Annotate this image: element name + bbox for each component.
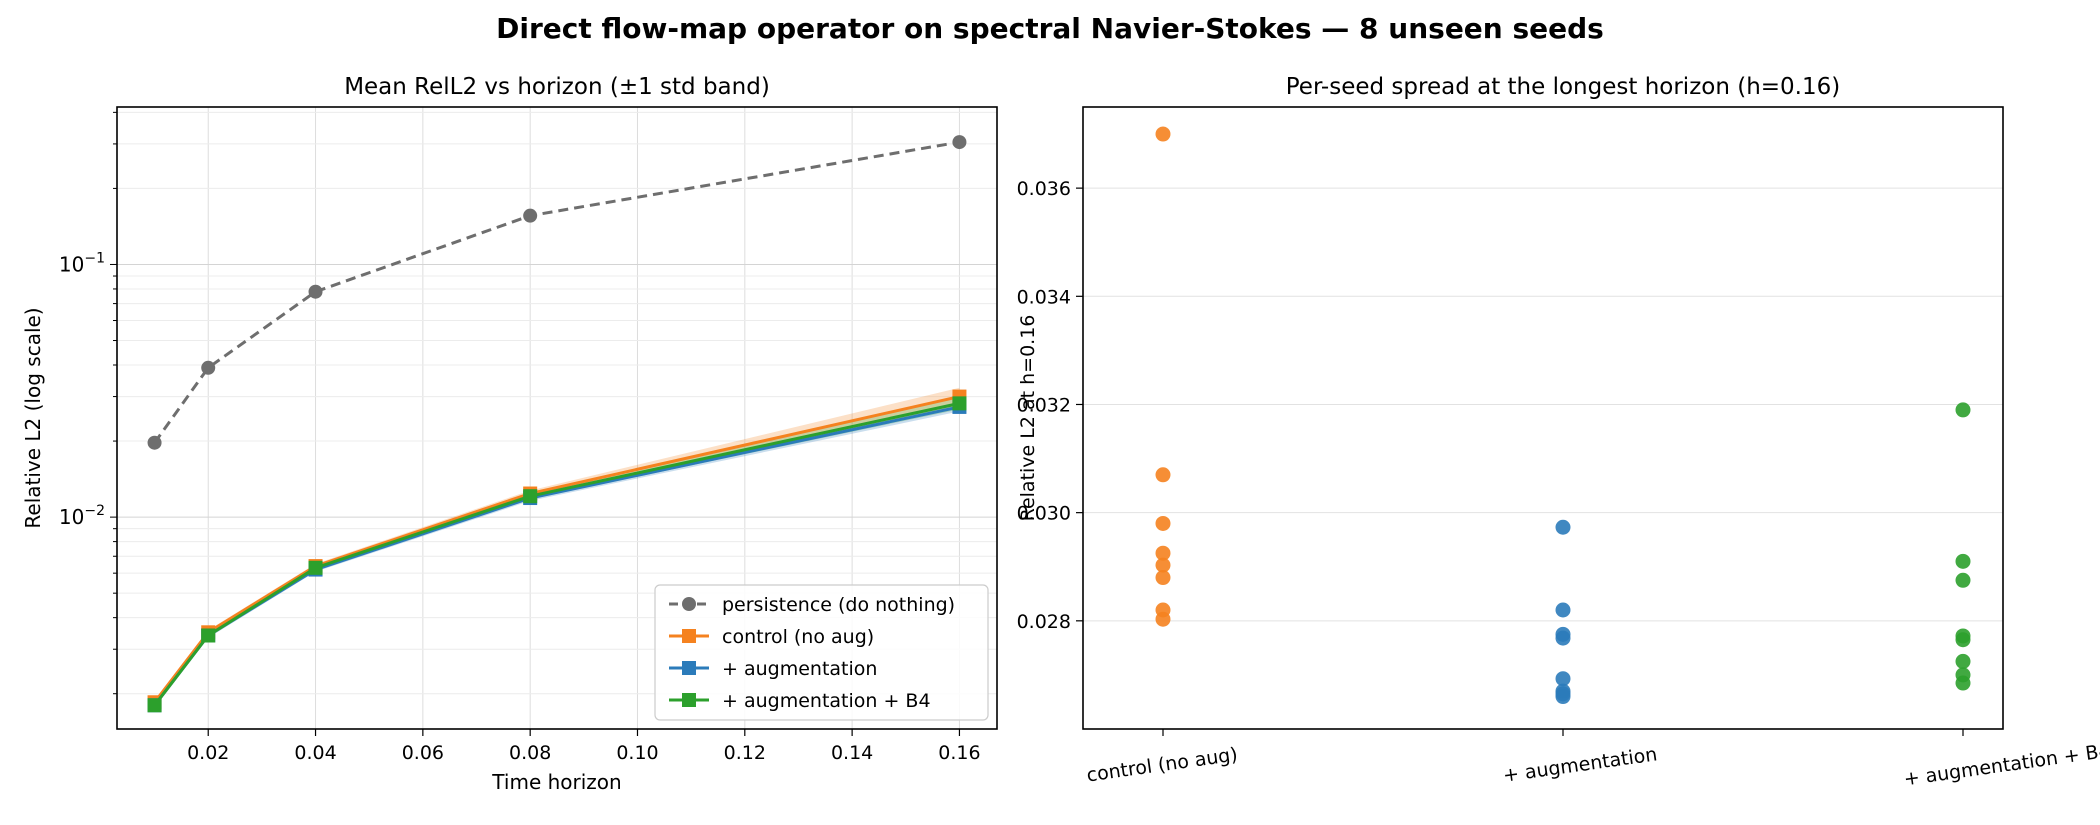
- legend-label: + augmentation: [722, 658, 877, 680]
- seed-point: [1555, 689, 1571, 705]
- y-tick-label: 0.034: [1017, 286, 1071, 308]
- legend-entry: control (no aug): [669, 626, 874, 648]
- seed-point: [1955, 675, 1971, 691]
- data-point: [308, 560, 323, 575]
- data-point: [308, 284, 323, 299]
- legend-entry: + augmentation + B4: [669, 690, 931, 712]
- legend-marker: [682, 661, 696, 675]
- data-point: [201, 628, 216, 643]
- seed-point: [1955, 653, 1971, 669]
- scatter-chart-panel: Per-seed spread at the longest horizon (…: [1017, 74, 2100, 790]
- legend-label: + augmentation + B4: [722, 690, 931, 712]
- data-point: [952, 396, 967, 411]
- x-tick-label: 0.16: [938, 742, 980, 764]
- scatter-chart-y-ticks: 0.028 0.030 0.032 0.034 0.036: [1017, 178, 1083, 633]
- seed-point: [1155, 126, 1171, 142]
- seed-point: [1955, 572, 1971, 588]
- y-tick-exponent: −2: [84, 503, 105, 519]
- seed-point: [1155, 515, 1171, 531]
- x-tick-label: 0.08: [509, 742, 551, 764]
- seed-point: [1555, 671, 1571, 687]
- y-tick-exponent: −1: [84, 250, 105, 266]
- seed-point: [1955, 402, 1971, 418]
- series-persistence: [147, 135, 967, 450]
- seed-point: [1955, 632, 1971, 648]
- line-chart-y-axis-label: Relative L2 (log scale): [21, 307, 45, 528]
- x-tick-label: 0.14: [831, 742, 873, 764]
- data-point: [952, 135, 967, 150]
- x-tick-label: 0.12: [724, 742, 766, 764]
- y-tick-label: 0.030: [1017, 503, 1071, 525]
- legend-label: persistence (do nothing): [722, 594, 955, 616]
- line-chart-legend: persistence (do nothing) control (no aug)…: [654, 584, 989, 721]
- legend-marker: [682, 693, 696, 707]
- seed-point: [1555, 630, 1571, 646]
- legend-entry: persistence (do nothing): [669, 594, 955, 616]
- line-chart-plot-frame: [116, 106, 998, 730]
- scatter-chart-y-axis-label: Relative L2 at h=0.16: [1017, 315, 1039, 522]
- data-point: [523, 208, 538, 223]
- x-tick-label: 0.04: [294, 742, 336, 764]
- data-point: [201, 360, 216, 375]
- scatter-chart-title: Per-seed spread at the longest horizon (…: [1286, 74, 1840, 100]
- data-point: [147, 698, 162, 713]
- figure-suptitle: Direct flow-map operator on spectral Nav…: [496, 12, 1604, 45]
- data-point: [523, 489, 538, 504]
- y-tick-label: 0.028: [1017, 611, 1071, 633]
- points-control: [1155, 126, 1171, 627]
- seed-point: [1155, 467, 1171, 483]
- points-augmentation_b4: [1955, 402, 1971, 691]
- seed-point: [1155, 557, 1171, 573]
- legend-marker: [682, 629, 696, 643]
- x-tick-label: 0.06: [402, 742, 444, 764]
- seed-point: [1955, 553, 1971, 569]
- line-chart-x-axis-label: Time horizon: [491, 770, 621, 794]
- series-augmentation_b4: [147, 396, 967, 713]
- scatter-chart-points: [1155, 126, 1971, 705]
- seed-point: [1555, 519, 1571, 535]
- y-tick-label: 0.036: [1017, 178, 1071, 200]
- seed-point: [1555, 602, 1571, 618]
- line-chart-x-ticks: 0.02 0.04 0.06 0.08 0.10 0.12 0.14 0.16: [187, 729, 981, 764]
- seed-point: [1155, 545, 1171, 561]
- legend-box: [654, 584, 989, 721]
- y-tick-label: 0.032: [1017, 394, 1071, 416]
- legend-entry: + augmentation: [669, 658, 877, 680]
- series-line-persistence: [153, 140, 960, 444]
- legend-marker: [682, 597, 696, 611]
- scatter-chart-grid: [1083, 187, 2003, 622]
- seed-point: [1155, 570, 1171, 586]
- x-tick-label: 0.10: [616, 742, 658, 764]
- line-chart-series: [147, 135, 967, 713]
- scatter-chart-plot-frame: [1082, 106, 2004, 730]
- points-augmentation: [1555, 519, 1571, 705]
- data-point: [147, 435, 162, 450]
- seed-point: [1155, 611, 1171, 627]
- line-chart-title: Mean RelL2 vs horizon (±1 std band): [344, 74, 770, 100]
- legend-label: control (no aug): [722, 626, 874, 648]
- x-tick-label: 0.02: [187, 742, 229, 764]
